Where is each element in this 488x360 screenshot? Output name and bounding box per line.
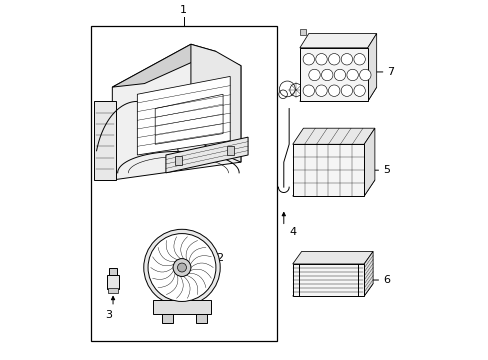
Circle shape xyxy=(303,85,314,96)
Polygon shape xyxy=(292,284,372,296)
Circle shape xyxy=(143,229,220,306)
Polygon shape xyxy=(94,102,116,180)
Circle shape xyxy=(303,54,314,65)
Bar xyxy=(108,288,118,293)
Polygon shape xyxy=(299,87,376,102)
Circle shape xyxy=(308,69,320,81)
Polygon shape xyxy=(292,180,374,196)
Circle shape xyxy=(328,85,339,96)
Circle shape xyxy=(328,54,339,65)
Bar xyxy=(107,275,119,289)
Text: 1: 1 xyxy=(180,5,187,15)
Text: 2: 2 xyxy=(216,252,223,262)
Circle shape xyxy=(148,234,216,301)
Circle shape xyxy=(321,69,332,81)
Polygon shape xyxy=(292,128,374,144)
Circle shape xyxy=(333,69,345,81)
Polygon shape xyxy=(292,251,372,264)
Polygon shape xyxy=(190,44,241,162)
Bar xyxy=(175,156,182,165)
Circle shape xyxy=(353,85,365,96)
Bar xyxy=(109,268,117,275)
Circle shape xyxy=(359,69,370,81)
Polygon shape xyxy=(165,137,247,173)
Text: 5: 5 xyxy=(382,165,389,175)
Circle shape xyxy=(353,54,365,65)
Circle shape xyxy=(341,54,352,65)
Bar xyxy=(226,147,233,155)
Polygon shape xyxy=(364,251,372,296)
Text: 7: 7 xyxy=(386,67,394,77)
Bar xyxy=(91,26,276,341)
Text: 6: 6 xyxy=(382,275,389,285)
Bar xyxy=(196,314,206,323)
Polygon shape xyxy=(112,44,241,180)
Circle shape xyxy=(173,258,190,276)
Polygon shape xyxy=(137,76,230,155)
Bar xyxy=(292,144,364,196)
Bar xyxy=(162,314,173,323)
Bar xyxy=(299,29,305,35)
Polygon shape xyxy=(299,48,367,102)
Circle shape xyxy=(315,85,326,96)
Bar xyxy=(292,264,364,296)
Circle shape xyxy=(177,263,186,272)
Polygon shape xyxy=(364,128,374,196)
Bar xyxy=(153,300,210,314)
Circle shape xyxy=(341,85,352,96)
Polygon shape xyxy=(367,33,376,102)
Text: 3: 3 xyxy=(105,310,112,320)
Circle shape xyxy=(315,54,326,65)
Text: 4: 4 xyxy=(288,227,296,237)
Circle shape xyxy=(346,69,358,81)
Polygon shape xyxy=(299,33,376,48)
Polygon shape xyxy=(112,44,216,87)
